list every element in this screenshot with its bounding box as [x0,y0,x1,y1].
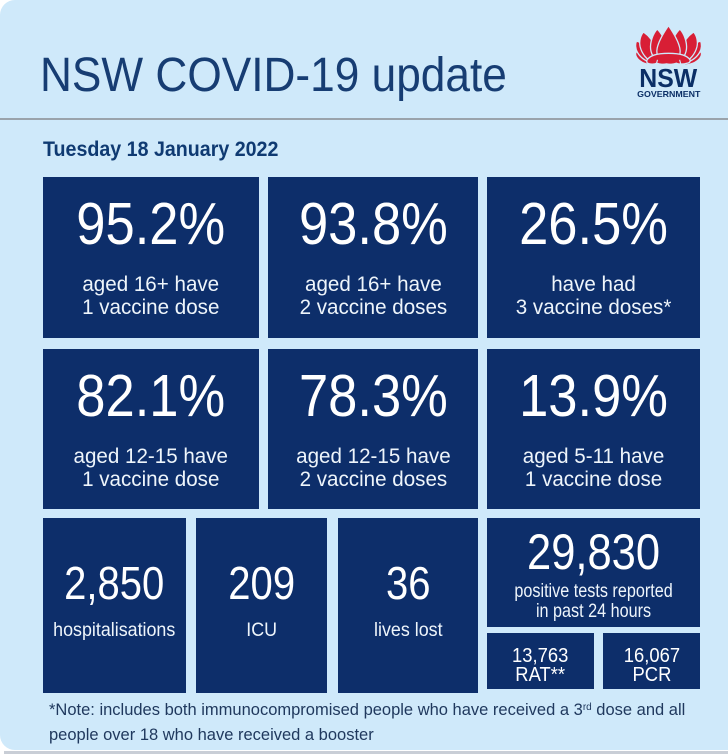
svg-text:NSW: NSW [639,65,698,93]
svg-text:GOVERNMENT: GOVERNMENT [637,89,700,99]
